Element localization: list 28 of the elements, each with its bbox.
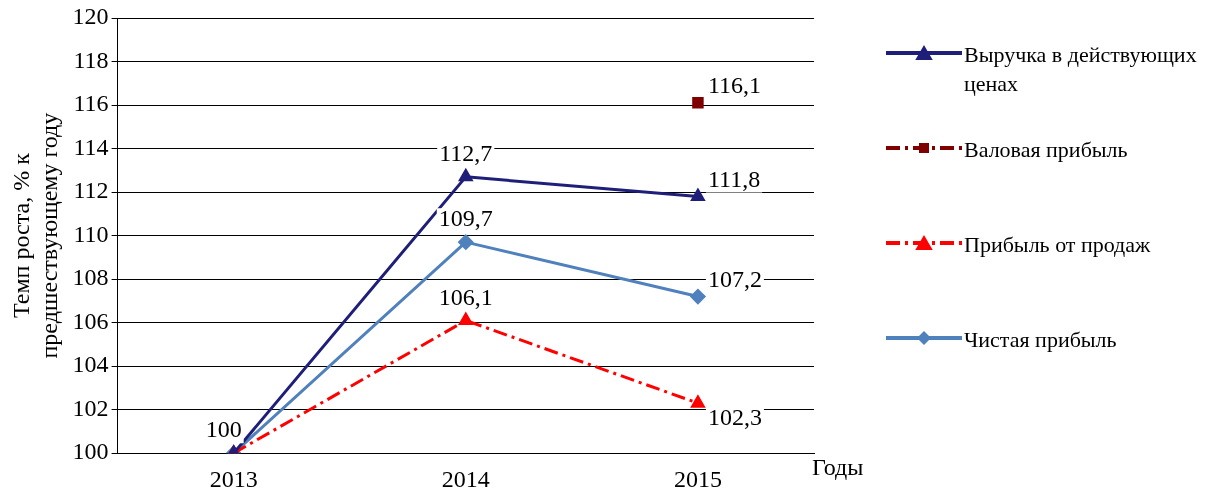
x-tick-label: 2013	[209, 465, 258, 492]
y-tick-label: 104	[72, 351, 109, 378]
data-label: 100	[205, 416, 242, 443]
data-label: 102,3	[707, 404, 762, 431]
y-tick-label: 108	[72, 264, 109, 291]
legend-label: Валовая прибыль	[964, 136, 1129, 164]
data-label: 106,1	[438, 283, 493, 310]
y-tick-label: 118	[73, 46, 109, 73]
data-label: 111,8	[707, 165, 761, 192]
y-tick-label: 120	[72, 3, 109, 30]
y-tick-label: 112	[73, 177, 109, 204]
y-tick-label: 110	[73, 220, 109, 247]
data-label: 107,2	[707, 265, 762, 292]
legend-label: Прибыль от продаж	[964, 231, 1152, 259]
y-tick-label: 116	[73, 90, 109, 117]
legend-label: Выручка в действующих ценах	[964, 41, 1198, 98]
x-tick-label: 2014	[441, 465, 490, 492]
x-axis-title: Годы	[812, 454, 864, 481]
legend-label: Чистая прибыль	[964, 326, 1118, 354]
y-tick-label: 114	[73, 133, 109, 160]
y-tick-label: 102	[72, 394, 109, 421]
y-axis-title: Темп роста, % к предшествующему году	[7, 112, 63, 359]
x-tick-label: 2015	[673, 465, 722, 492]
data-label: 116,1	[707, 72, 762, 99]
data-label: 109,7	[438, 205, 493, 232]
data-label: 112,7	[439, 140, 493, 167]
y-tick-label: 100	[72, 438, 109, 465]
y-tick-label: 106	[72, 307, 109, 334]
